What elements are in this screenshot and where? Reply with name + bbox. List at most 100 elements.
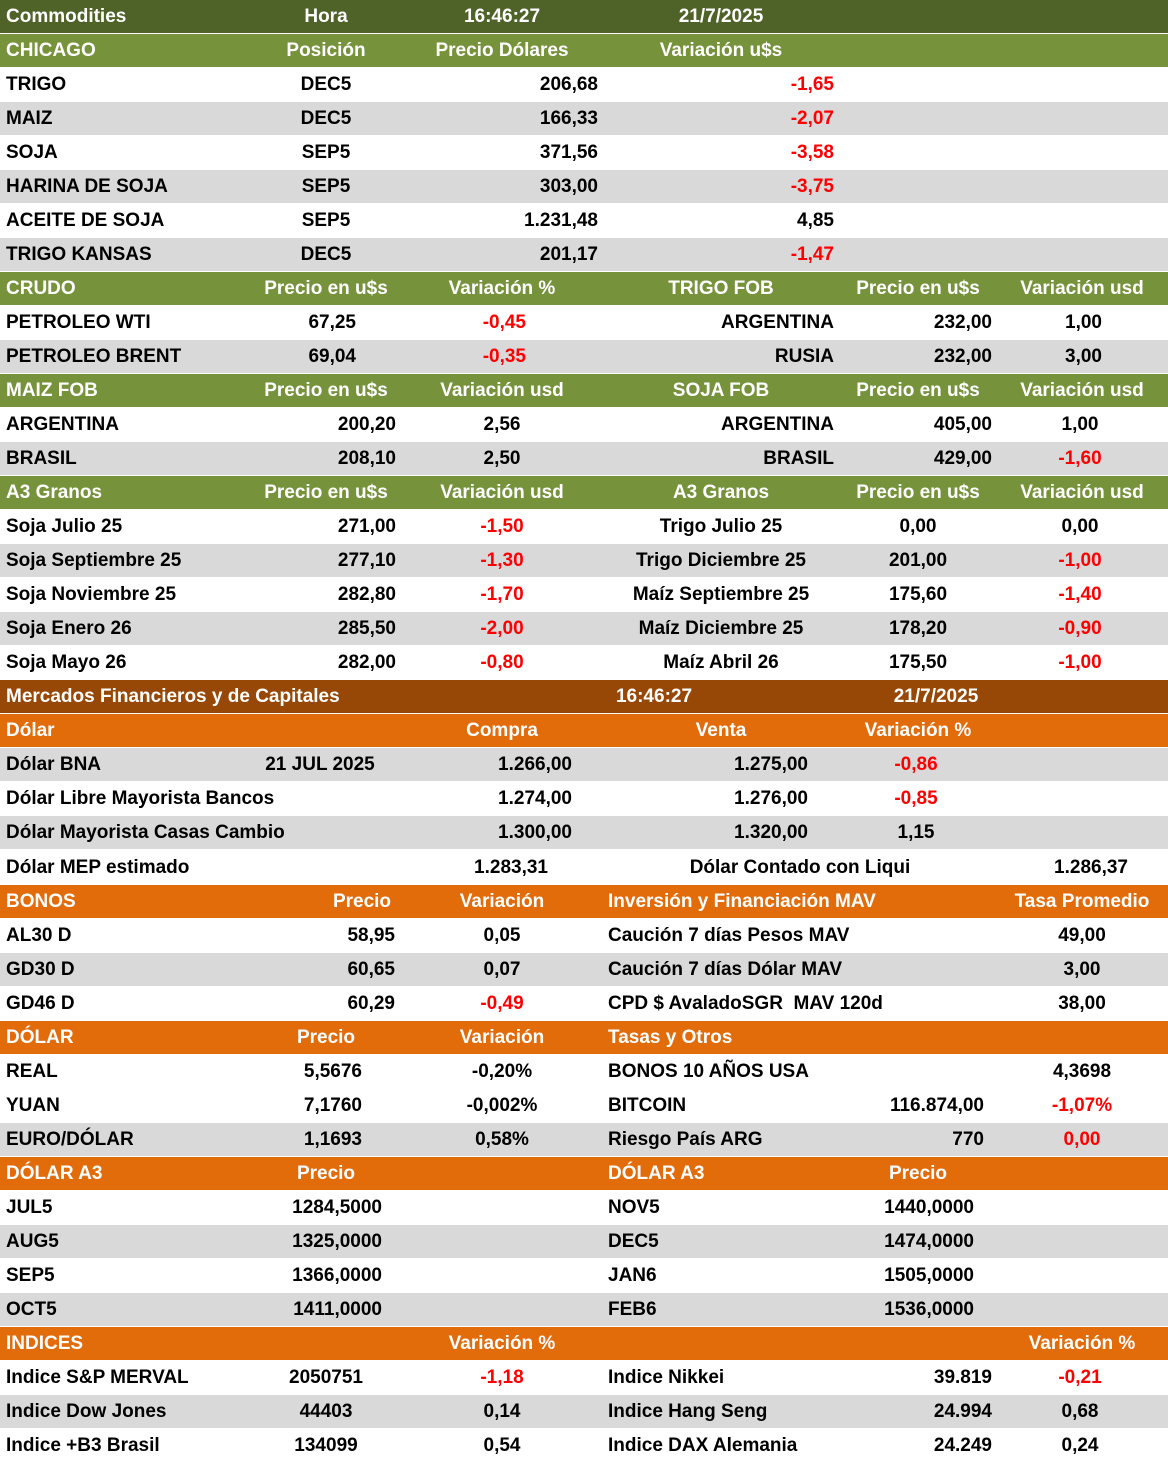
cell: Variación %: [448, 278, 556, 300]
cell: 60,65: [347, 958, 395, 980]
cell: -0,20%: [471, 1060, 533, 1082]
cell: 0,07: [483, 958, 521, 980]
cell: -0,002%: [466, 1094, 538, 1116]
cell: Dólar: [6, 720, 55, 742]
cell: Precio en u$s: [264, 482, 388, 504]
data-row: BRASIL 208,10 2,50 BRASIL 429,00 -1,60: [0, 442, 1168, 477]
data-row: TRIGO DEC5 206,68 -1,65: [0, 68, 1168, 103]
cell: 0,00: [1061, 516, 1099, 538]
cell: 285,50: [337, 618, 396, 640]
header-row: Mercados Financieros y de Capitales 16:46…: [0, 680, 1168, 715]
cell: 1.320,00: [734, 822, 808, 844]
cell: 232,00: [933, 346, 992, 368]
cell: Variación: [459, 890, 545, 912]
cell: -0,80: [480, 652, 524, 674]
cell: 1.300,00: [498, 822, 572, 844]
cell: SOJA: [6, 142, 58, 164]
cell: 1474,0000: [884, 1230, 974, 1252]
cell: NOV5: [608, 1196, 660, 1218]
data-row: Indice Dow Jones 44403 0,14 Indice Hang Sen…: [0, 1394, 1168, 1429]
cell: DEC5: [300, 108, 352, 130]
cell: 200,20: [337, 414, 396, 436]
data-row: HARINA DE SOJA SEP5 303,00 -3,75: [0, 170, 1168, 205]
cell: 0,54: [483, 1434, 521, 1456]
cell: 201,00: [888, 550, 948, 572]
cell: 24.994: [933, 1400, 992, 1422]
cell: 49,00: [1058, 924, 1106, 946]
data-row: TRIGO KANSAS DEC5 201,17 -1,47: [0, 238, 1168, 273]
cell: Precio en u$s: [856, 380, 980, 402]
cell: 1.283,31: [474, 856, 548, 878]
cell: 0,58%: [475, 1128, 529, 1150]
cell: 175,50: [888, 652, 948, 674]
cell: Posición: [286, 40, 366, 62]
cell: DEC5: [608, 1230, 659, 1252]
cell: SEP5: [301, 176, 351, 198]
cell: 770: [952, 1128, 984, 1150]
cell: -3,75: [790, 176, 834, 198]
cell: 1,00: [1061, 414, 1099, 436]
cell: Precio en u$s: [856, 278, 980, 300]
data-row: Soja Noviembre 25 282,80 -1,70 Maíz Septiem…: [0, 578, 1168, 613]
cell: DÓLAR A3: [608, 1162, 705, 1184]
data-row: Dólar BNA 21 JUL 2025 1.266,00 1.275,00 -0,8…: [0, 748, 1168, 783]
cell: 3,00: [1063, 958, 1101, 980]
cell: -1,00: [1058, 550, 1102, 572]
cell: 271,00: [337, 516, 396, 538]
cell: Precio: [296, 1162, 356, 1184]
cell: Soja Julio 25: [6, 516, 123, 538]
cell: TRIGO: [6, 74, 67, 96]
data-row: AL30 D 58,95 0,05 Caución 7 días Pesos MAV 4…: [0, 918, 1168, 953]
cell: AUG5: [6, 1230, 59, 1252]
cell: Soja Enero 26: [6, 618, 132, 640]
cell: -3,58: [790, 142, 834, 164]
header-row: MAIZ FOB Precio en u$s Variación usd SOJA F…: [0, 374, 1168, 409]
data-row: Soja Enero 26 285,50 -2,00 Maíz Diciembre 2…: [0, 612, 1168, 647]
cell: Maíz Diciembre 25: [638, 618, 804, 640]
cell: Indice S&P MERVAL: [6, 1366, 189, 1388]
cell: Variación %: [448, 1332, 556, 1354]
cell: Variación usd: [1020, 380, 1144, 402]
cell: Variación: [459, 1026, 545, 1048]
header-row: INDICES Variación % Variación %: [0, 1326, 1168, 1361]
data-row: SEP5 1366,0000 JAN6 1505,0000: [0, 1258, 1168, 1293]
cell: 1.275,00: [734, 754, 808, 776]
cell: 1.266,00: [498, 754, 572, 776]
cell: Trigo Julio 25: [659, 516, 783, 538]
cell: DEC5: [300, 74, 352, 96]
cell: 303,00: [539, 176, 598, 198]
cell: 1325,0000: [292, 1230, 382, 1252]
cell: ARGENTINA: [6, 414, 119, 436]
cell: -0,86: [894, 754, 938, 776]
cell: PETROLEO WTI: [6, 312, 151, 334]
data-row: AUG5 1325,0000 DEC5 1474,0000: [0, 1224, 1168, 1259]
cell: 21/7/2025: [678, 6, 764, 27]
cell: 4,85: [797, 210, 834, 232]
data-row: Soja Septiembre 25 277,10 -1,30 Trigo Dicie…: [0, 544, 1168, 579]
cell: Tasas y Otros: [608, 1026, 733, 1048]
cell: TRIGO KANSAS: [6, 244, 152, 266]
cell: 69,04: [308, 346, 356, 368]
cell: 0,00: [899, 516, 937, 538]
cell: 5,5676: [303, 1060, 362, 1082]
cell: 116.874,00: [889, 1094, 984, 1116]
cell: ARGENTINA: [721, 312, 834, 334]
data-row: SOJA SEP5 371,56 -3,58: [0, 136, 1168, 171]
cell: -1,60: [1058, 448, 1102, 470]
cell: RUSIA: [774, 346, 834, 368]
cell: REAL: [6, 1060, 58, 1082]
cell: Hora: [304, 6, 348, 27]
cell: 206,68: [539, 74, 598, 96]
cell: ARGENTINA: [721, 414, 834, 436]
cell: -0,85: [894, 788, 938, 810]
header-row: A3 Granos Precio en u$s Variación usd A3 Gr…: [0, 476, 1168, 511]
cell: -1,50: [480, 516, 524, 538]
cell: 282,00: [337, 652, 396, 674]
cell: 1366,0000: [292, 1264, 382, 1286]
cell: 134099: [294, 1434, 358, 1456]
cell: MAIZ: [6, 108, 53, 130]
data-row: GD46 D 60,29 -0,49 CPD $ AvaladoSGR MAV 120…: [0, 986, 1168, 1021]
header-row: Commodities Hora 16:46:27 21/7/2025: [0, 0, 1168, 34]
cell: 0,05: [483, 924, 521, 946]
data-row: Dólar MEP estimado 1.283,31 Dólar Contado …: [0, 850, 1168, 885]
